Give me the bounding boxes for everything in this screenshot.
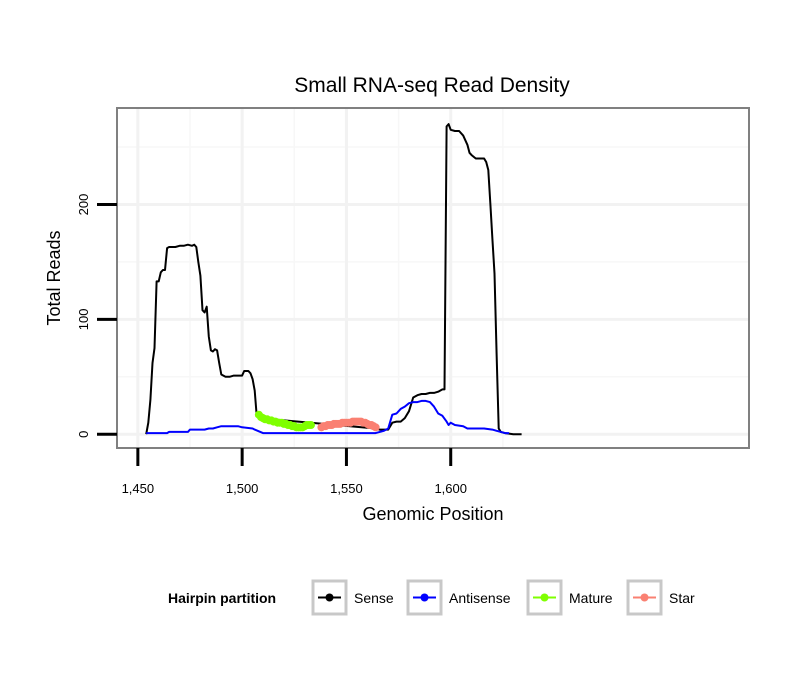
y-tick-label: 200 [76, 194, 91, 216]
x-tick-label: 1,450 [122, 481, 155, 496]
legend-title: Hairpin partition [168, 590, 276, 606]
series-layer [145, 123, 522, 436]
y-tick-label: 0 [76, 431, 91, 438]
plot-panel [117, 108, 749, 448]
y-axis: 0 100 200 [76, 194, 117, 438]
x-tick-label: 1,600 [434, 481, 467, 496]
legend-key-point [640, 593, 649, 602]
legend-item-antisense: Antisense [406, 579, 511, 616]
series-sense [145, 123, 522, 436]
legend-key-point [420, 593, 429, 602]
x-tick-label: 1,550 [330, 481, 363, 496]
data-point-star [371, 423, 380, 432]
legend-item-star: Star [626, 579, 695, 616]
series-star [317, 417, 380, 432]
y-axis-title: Total Reads [44, 230, 64, 325]
data-point-mature [306, 421, 315, 430]
series-antisense [146, 399, 510, 435]
legend-item-sense: Sense [311, 579, 394, 616]
series-line-sense [145, 123, 522, 436]
legend-key-point [325, 593, 334, 602]
legend: Hairpin partition Sense Antisense Mature St… [168, 579, 695, 616]
legend-item-mature: Mature [526, 579, 613, 616]
x-axis: 1,450 1,500 1,550 1,600 [122, 448, 467, 496]
x-axis-title: Genomic Position [362, 504, 503, 524]
legend-label-star: Star [669, 590, 695, 606]
legend-label-antisense: Antisense [449, 590, 511, 606]
y-tick-label: 100 [76, 308, 91, 330]
legend-label-sense: Sense [354, 590, 394, 606]
legend-key-point [540, 593, 549, 602]
chart-title: Small RNA-seq Read Density [294, 74, 570, 97]
legend-label-mature: Mature [569, 590, 613, 606]
series-mature [254, 410, 315, 432]
x-tick-label: 1,500 [226, 481, 259, 496]
plot-border [116, 107, 750, 449]
series-line-antisense [146, 399, 510, 435]
grid-lines [117, 108, 749, 448]
